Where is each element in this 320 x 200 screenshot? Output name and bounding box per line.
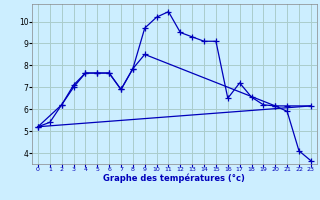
X-axis label: Graphe des températures (°c): Graphe des températures (°c) bbox=[103, 174, 245, 183]
